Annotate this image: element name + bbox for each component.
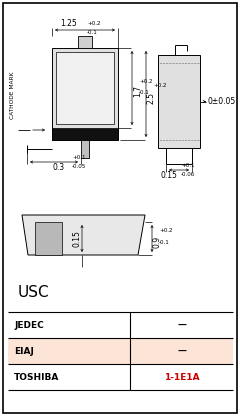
Bar	[52, 128, 118, 140]
Text: —: —	[177, 347, 186, 356]
Bar	[52, 48, 118, 140]
Text: 0.3: 0.3	[53, 163, 65, 172]
Text: 2.5: 2.5	[147, 92, 156, 104]
Text: 1.7: 1.7	[133, 85, 142, 97]
Bar	[35, 222, 62, 255]
Text: -0.1: -0.1	[87, 30, 98, 35]
Bar	[78, 36, 92, 48]
Text: 0.15: 0.15	[160, 171, 177, 180]
Text: CATHODE MARK: CATHODE MARK	[11, 71, 16, 119]
Text: 0±0.05: 0±0.05	[208, 97, 236, 106]
Bar	[158, 55, 200, 148]
Bar	[56, 52, 114, 124]
Text: 0.9: 0.9	[153, 235, 162, 248]
Text: -0.05: -0.05	[72, 164, 86, 169]
Text: EIAJ: EIAJ	[14, 347, 34, 356]
Text: 0.15: 0.15	[72, 230, 81, 247]
Text: -0.1: -0.1	[159, 240, 170, 245]
Text: +0.2: +0.2	[159, 228, 173, 233]
Text: 1.25: 1.25	[60, 19, 77, 28]
Text: USC: USC	[18, 285, 50, 300]
Text: +0.2: +0.2	[153, 83, 167, 88]
Text: TOSHIBA: TOSHIBA	[14, 372, 59, 381]
Text: -0.1: -0.1	[139, 90, 150, 95]
Text: —: —	[177, 320, 186, 329]
Text: +0.1: +0.1	[72, 155, 85, 160]
Text: -0.06: -0.06	[181, 172, 195, 177]
Polygon shape	[22, 215, 145, 255]
Text: JEDEC: JEDEC	[14, 320, 44, 329]
Text: 1-1E1A: 1-1E1A	[164, 372, 199, 381]
Bar	[81, 140, 89, 158]
Text: +0.2: +0.2	[139, 79, 152, 84]
Text: +0.1: +0.1	[181, 163, 194, 168]
Text: +0.2: +0.2	[87, 21, 101, 26]
Bar	[8, 338, 233, 364]
